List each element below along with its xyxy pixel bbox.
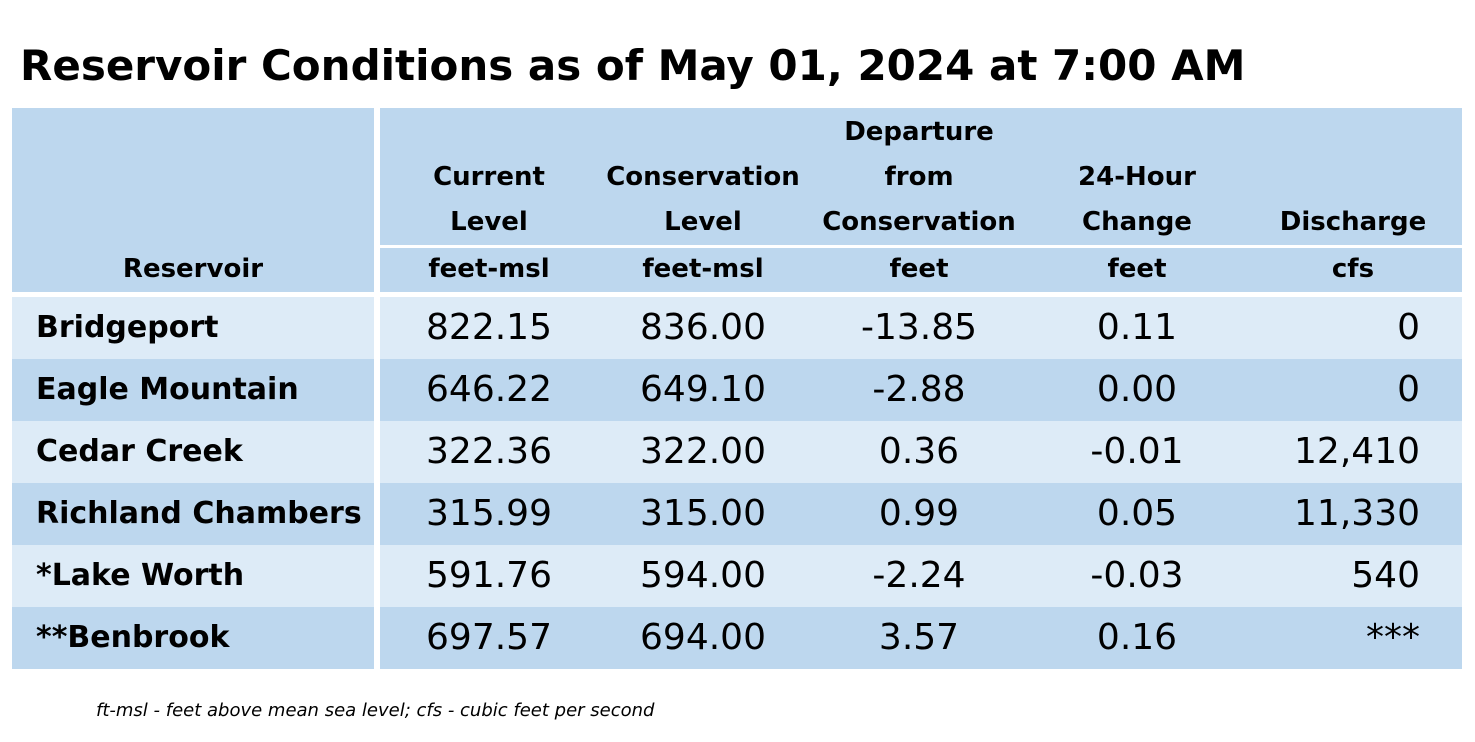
- conservation-level-value: 322.00: [640, 431, 766, 472]
- unit-conservation-level: feet-msl: [642, 254, 764, 284]
- unit-departure: feet: [889, 254, 949, 284]
- reservoir-name: Bridgeport: [36, 310, 219, 345]
- discharge-value: 11,330: [1294, 493, 1420, 534]
- row-vertical-divider: [374, 483, 380, 545]
- page-title: Reservoir Conditions as of May 01, 2024 …: [20, 41, 1246, 90]
- conservation-level-value: 315.00: [640, 493, 766, 534]
- table-body: Bridgeport 822.15 836.00 -13.85 0.11 0 Eagle M…: [12, 297, 1462, 669]
- current-level-value: 591.76: [426, 555, 552, 596]
- header-24h-change: 24-Hour Change: [1030, 108, 1244, 245]
- reservoir-name: Richland Chambers: [36, 496, 362, 531]
- row-vertical-divider: [374, 421, 380, 483]
- discharge-value: 12,410: [1294, 431, 1420, 472]
- table-row: Eagle Mountain 646.22 649.10 -2.88 0.00 0: [12, 359, 1462, 421]
- header-current-level: Current Level: [380, 108, 598, 245]
- discharge-value: 0: [1397, 307, 1420, 348]
- header-gap: [12, 292, 1462, 297]
- row-vertical-divider: [374, 545, 380, 607]
- reservoir-name: **Benbrook: [36, 620, 230, 655]
- header-conservation-level: Conservation Level: [598, 108, 808, 245]
- 24h-change-value: 0.05: [1096, 493, 1178, 534]
- conservation-level-value: 836.00: [640, 307, 766, 348]
- departure-value: 0.36: [878, 431, 960, 472]
- table-row: Cedar Creek 322.36 322.00 0.36 -0.01 12,410: [12, 421, 1462, 483]
- header-departure-line2: from: [884, 162, 954, 192]
- header-horizontal-divider: [380, 245, 1462, 248]
- header-reservoir: Reservoir: [122, 254, 264, 284]
- unit-current-level: feet-msl: [428, 254, 550, 284]
- 24h-change-value: 0.11: [1096, 307, 1178, 348]
- table-row: **Benbrook 697.57 694.00 3.57 0.16 ***: [12, 607, 1462, 669]
- departure-value: 0.99: [878, 493, 960, 534]
- 24h-change-value: -0.01: [1090, 431, 1184, 472]
- header-conservation-level-line1: Conservation: [606, 162, 800, 192]
- discharge-value: 540: [1351, 555, 1420, 596]
- table-row: Richland Chambers 315.99 315.00 0.99 0.05 11,…: [12, 483, 1462, 545]
- header-vertical-divider: [374, 108, 380, 292]
- discharge-value: ***: [1366, 617, 1420, 658]
- departure-value: -13.85: [860, 307, 978, 348]
- reservoir-name: *Lake Worth: [36, 558, 245, 593]
- header-current-level-line1: Current: [433, 162, 545, 192]
- 24h-change-value: 0.00: [1096, 369, 1178, 410]
- header-24h-change-line1: 24-Hour: [1078, 162, 1196, 192]
- departure-value: -2.24: [872, 555, 966, 596]
- current-level-value: 315.99: [426, 493, 552, 534]
- header-departure-line3: Conservation: [822, 207, 1016, 237]
- conservation-level-value: 649.10: [640, 369, 766, 410]
- header-conservation-level-line2: Level: [664, 207, 742, 237]
- header-departure: Departure from Conservation: [808, 108, 1030, 245]
- table-header: Reservoir Current Level Conservation Lev…: [12, 108, 1462, 292]
- header-discharge-line1: Discharge: [1279, 207, 1427, 237]
- header-departure-line1: Departure: [844, 117, 994, 147]
- table-row: *Lake Worth 591.76 594.00 -2.24 -0.03 540: [12, 545, 1462, 607]
- current-level-value: 646.22: [426, 369, 552, 410]
- unit-24h-change: feet: [1107, 254, 1167, 284]
- row-vertical-divider: [374, 359, 380, 421]
- departure-value: 3.57: [878, 617, 960, 658]
- departure-value: -2.88: [872, 369, 966, 410]
- conservation-level-value: 594.00: [640, 555, 766, 596]
- discharge-value: 0: [1397, 369, 1420, 410]
- header-discharge: Discharge: [1244, 108, 1462, 245]
- reservoir-name: Eagle Mountain: [36, 372, 299, 407]
- row-vertical-divider: [374, 297, 380, 359]
- current-level-value: 322.36: [426, 431, 552, 472]
- unit-discharge: cfs: [1331, 254, 1375, 284]
- footnote: ft-msl - feet above mean sea level; cfs …: [96, 700, 655, 721]
- 24h-change-value: 0.16: [1096, 617, 1178, 658]
- header-current-level-line2: Level: [450, 207, 528, 237]
- row-vertical-divider: [374, 607, 380, 669]
- 24h-change-value: -0.03: [1090, 555, 1184, 596]
- header-24h-change-line2: Change: [1082, 207, 1192, 237]
- current-level-value: 822.15: [426, 307, 552, 348]
- reservoir-name: Cedar Creek: [36, 434, 243, 469]
- reservoir-table: Reservoir Current Level Conservation Lev…: [12, 108, 1462, 669]
- conservation-level-value: 694.00: [640, 617, 766, 658]
- current-level-value: 697.57: [426, 617, 552, 658]
- table-row: Bridgeport 822.15 836.00 -13.85 0.11 0: [12, 297, 1462, 359]
